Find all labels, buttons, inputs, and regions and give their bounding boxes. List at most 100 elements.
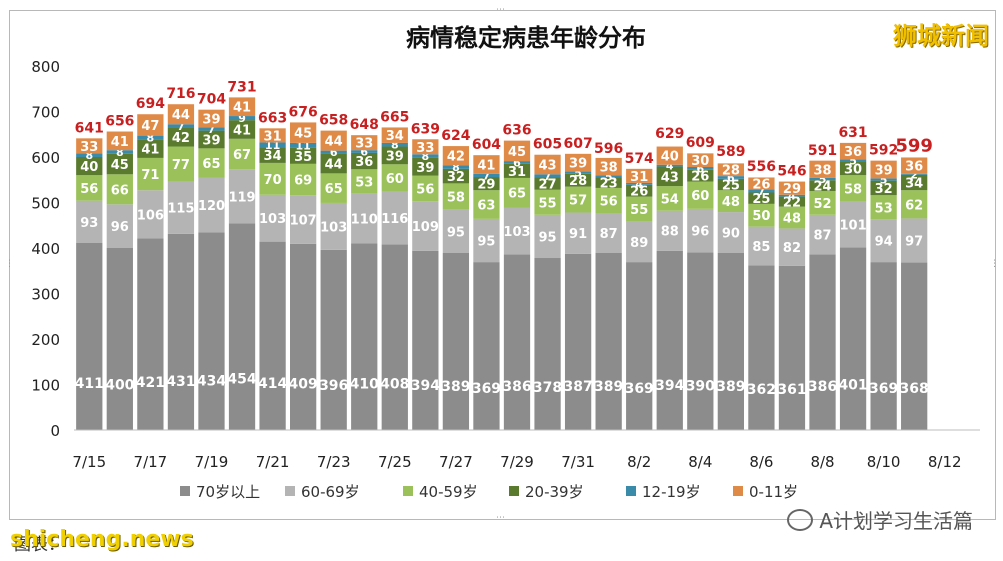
bar-segment: [534, 174, 561, 178]
bar-segment: [442, 253, 470, 430]
segment-value-label: 26: [691, 170, 709, 185]
bar-segment: [809, 254, 836, 430]
bar-segment: [442, 209, 470, 254]
bar-segment: [626, 196, 653, 222]
segment-value-label: 28: [722, 164, 740, 179]
segment-value-label: 38: [813, 163, 831, 178]
segment-value-label: 91: [569, 227, 587, 242]
segment-value-label: 36: [844, 145, 862, 160]
segment-value-label: 361: [777, 382, 806, 398]
segment-value-label: 32: [447, 170, 465, 185]
segment-value-label: 116: [381, 212, 408, 227]
segment-value-label: 69: [294, 174, 312, 189]
bar-segment: [595, 177, 622, 188]
bar-segment: [717, 163, 744, 177]
bar-segment: [381, 127, 408, 143]
bar-segment: [626, 168, 653, 183]
bar-segment: [687, 252, 714, 430]
segment-value-label: 4: [788, 190, 796, 203]
bar-segment: [564, 186, 592, 213]
legend-swatch: [626, 486, 636, 496]
segment-value-label: 50: [752, 209, 770, 224]
bar-segment: [595, 213, 622, 254]
bar-segment: [76, 175, 103, 201]
x-tick-label: 7/29: [500, 453, 534, 471]
y-axis: 0 100 200 300 400 500 600 700 800: [31, 58, 60, 440]
segment-value-label: 33: [355, 137, 373, 152]
bar-segment: [656, 166, 683, 187]
segment-value-label: 4: [635, 178, 643, 191]
total-value-label: 658: [319, 113, 348, 129]
y-tick-label: 300: [31, 286, 60, 304]
legend-swatch: [180, 486, 190, 496]
bar-segment: [626, 262, 653, 430]
segment-value-label: 107: [290, 214, 317, 229]
legend-label: 60-69岁: [301, 483, 360, 501]
frame-handle-bottom[interactable]: ⋯: [496, 513, 505, 523]
segment-value-label: 41: [233, 101, 251, 116]
segment-value-label: 7: [208, 123, 216, 136]
segment-value-label: 6: [727, 171, 735, 184]
segment-value-label: 6: [696, 162, 704, 175]
frame-handle-left[interactable]: ⋮: [5, 259, 14, 269]
bar-segment: [901, 157, 928, 174]
segment-value-label: 26: [752, 177, 770, 192]
bar-segment: [839, 247, 867, 430]
bar-segment: [320, 173, 347, 203]
bar-segment: [167, 181, 195, 234]
bar-segment: [412, 157, 439, 176]
total-value-label: 704: [197, 92, 226, 108]
bar-segment: [839, 201, 867, 248]
segment-value-label: 65: [508, 187, 526, 202]
bar-segment: [351, 150, 378, 153]
bar-segment: [870, 160, 897, 179]
bar-segment: [656, 210, 683, 251]
bar-segment: [656, 186, 683, 211]
bar-segment: [503, 254, 531, 430]
segment-value-label: 368: [900, 381, 929, 397]
bar-segment: [778, 228, 806, 266]
bar-segment: [717, 190, 744, 213]
bar-segment: [778, 181, 806, 195]
bar-segment: [473, 177, 500, 191]
bar-segment: [259, 194, 286, 242]
bar-segment: [748, 203, 775, 227]
y-tick-label: 0: [50, 422, 60, 440]
bar-segment: [748, 226, 775, 266]
bar-segment: [381, 142, 408, 147]
bar-segment: [748, 189, 775, 193]
legend-label: 70岁以上: [196, 483, 260, 501]
bar-segment: [412, 250, 439, 430]
segment-value-label: 58: [447, 191, 465, 206]
segment-value-label: 57: [569, 194, 587, 209]
bar-segment: [534, 189, 561, 215]
total-value-label: 663: [258, 110, 287, 126]
bar-segment: [626, 184, 653, 197]
bar-segment: [595, 253, 622, 430]
bar-segment: [259, 241, 286, 430]
segment-value-label: 5: [880, 174, 888, 187]
x-tick-label: 7/27: [439, 453, 473, 471]
total-value-label: 648: [350, 117, 379, 133]
frame-handle-right[interactable]: ⋮: [990, 259, 999, 269]
frame-handle-top[interactable]: ⋯: [496, 5, 505, 15]
segment-value-label: 31: [264, 129, 282, 144]
bar-segment: [564, 171, 592, 174]
segment-value-label: 71: [141, 168, 159, 183]
segment-value-label: 2: [910, 168, 918, 181]
segment-value-label: 39: [875, 164, 893, 179]
segment-value-label: 5: [849, 154, 857, 167]
segment-value-label: 60: [386, 172, 404, 187]
legend-label: 12-19岁: [642, 483, 701, 501]
segment-value-label: 7: [177, 120, 185, 133]
segment-value-label: 408: [380, 377, 409, 393]
segment-value-label: 103: [320, 220, 347, 235]
segment-value-label: 5: [605, 170, 613, 183]
total-value-label: 546: [777, 164, 806, 180]
bar-segment: [137, 157, 164, 191]
bar-segment: [198, 127, 225, 131]
bar-segment: [534, 177, 561, 190]
bar-segment: [839, 142, 867, 160]
bar-segment: [351, 152, 378, 170]
segment-value-label: 40: [661, 150, 679, 165]
